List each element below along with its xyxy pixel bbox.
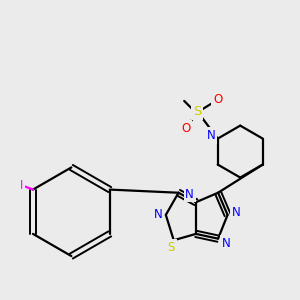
Text: I: I xyxy=(20,178,23,192)
Text: N: N xyxy=(222,237,230,250)
Text: N: N xyxy=(232,206,241,219)
Text: O: O xyxy=(213,93,222,106)
Text: N: N xyxy=(185,188,194,201)
Text: N: N xyxy=(154,208,162,221)
Text: S: S xyxy=(193,105,201,118)
Text: O: O xyxy=(182,122,191,135)
Text: S: S xyxy=(167,241,175,254)
Text: N: N xyxy=(206,129,215,142)
